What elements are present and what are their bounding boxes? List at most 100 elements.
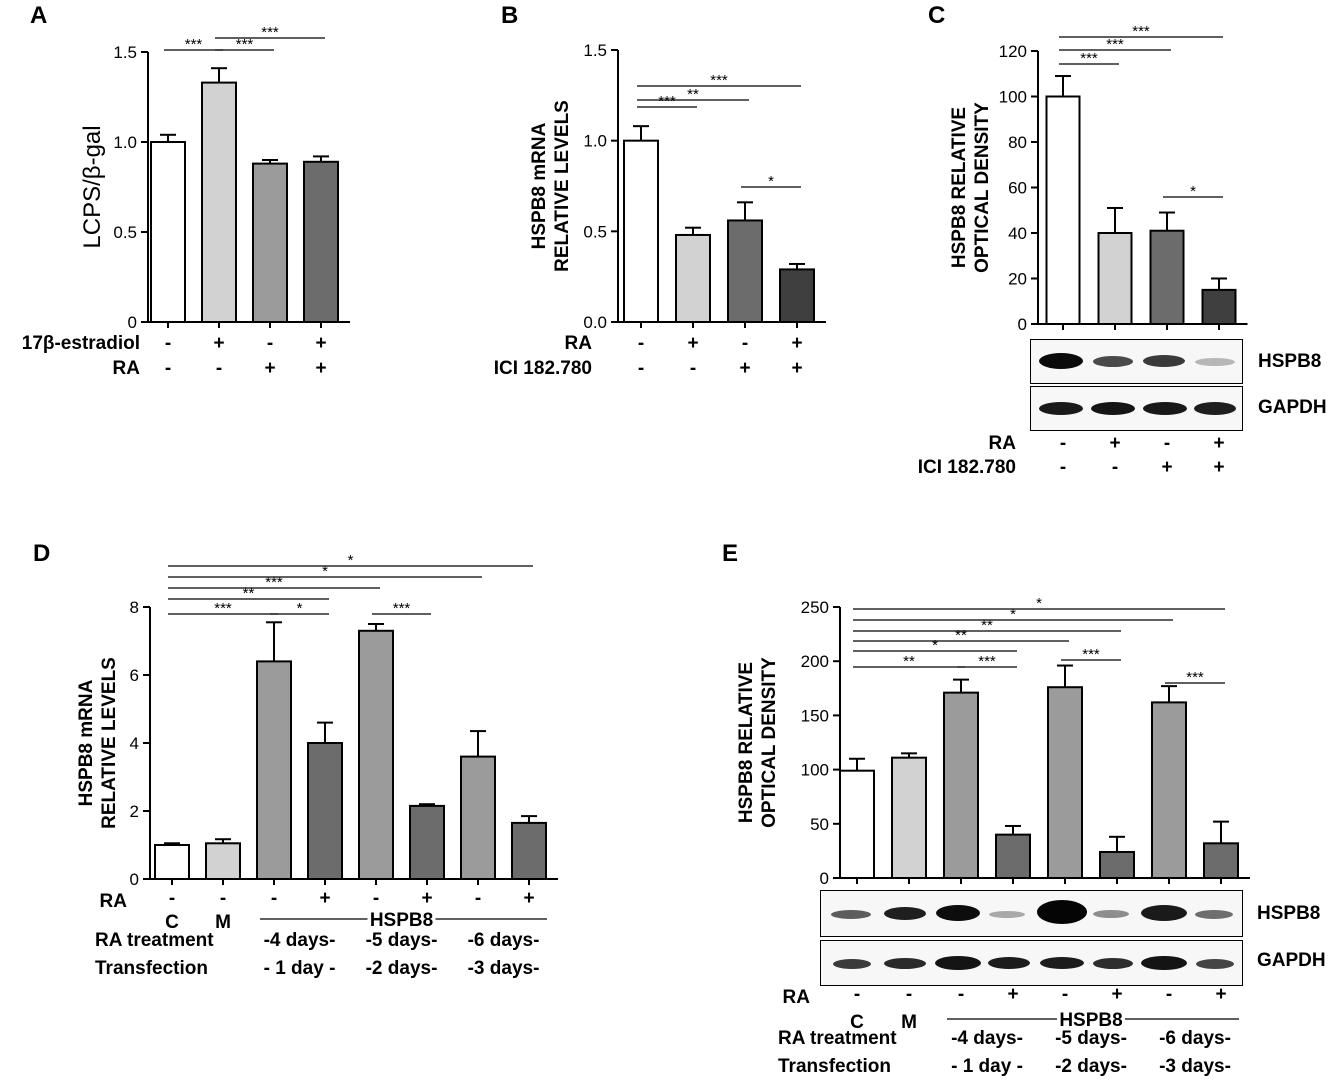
transfection-value: -3 days- bbox=[1159, 1056, 1231, 1077]
bar bbox=[1099, 850, 1135, 880]
bar bbox=[995, 833, 1031, 880]
y-tick-label: 2 bbox=[130, 802, 139, 821]
row-symbol: - bbox=[1112, 457, 1118, 478]
significance-label: *** bbox=[236, 36, 254, 53]
blot-band bbox=[884, 958, 926, 969]
row-symbol: - bbox=[1062, 984, 1068, 1005]
y-axis-label: OPTICAL DENSITY bbox=[759, 657, 780, 828]
row-symbol: + bbox=[791, 358, 802, 379]
y-tick-label: 0 bbox=[128, 313, 137, 332]
y-tick-label: 150 bbox=[801, 706, 829, 725]
blot-band bbox=[989, 911, 1025, 918]
bar bbox=[358, 629, 394, 880]
significance-label: *** bbox=[978, 653, 996, 670]
row-symbol: - bbox=[220, 888, 226, 909]
row-label: ICI 182.780 bbox=[494, 358, 592, 379]
y-tick-label: 0.5 bbox=[113, 223, 137, 242]
y-tick-label: 1.5 bbox=[583, 41, 607, 60]
y-axis-label: RELATIVE LEVELS bbox=[99, 657, 120, 829]
hspb8-group-label: HSPB8 bbox=[1059, 1010, 1122, 1031]
blot-band bbox=[831, 910, 871, 919]
bar bbox=[891, 756, 927, 880]
bar bbox=[205, 842, 241, 880]
row-symbol: - bbox=[169, 888, 175, 909]
row-label: ICI 182.780 bbox=[918, 457, 1016, 478]
y-tick-label: 6 bbox=[130, 666, 139, 685]
bar bbox=[1045, 95, 1081, 325]
panel-letter-e: E bbox=[722, 540, 739, 567]
treatment-value: -5 days- bbox=[1055, 1028, 1127, 1049]
treatment-value: -4 days- bbox=[951, 1028, 1023, 1049]
y-tick-label: 80 bbox=[1008, 133, 1027, 152]
y-tick-label: 0.5 bbox=[583, 222, 607, 241]
group-label: C bbox=[850, 1012, 864, 1033]
transfection-value: - 1 day - bbox=[264, 958, 336, 979]
row-symbol: - bbox=[475, 888, 481, 909]
y-tick-label: 40 bbox=[1008, 224, 1027, 243]
row-label: RA bbox=[565, 333, 593, 354]
row-symbol: - bbox=[1166, 984, 1172, 1005]
bar bbox=[1203, 842, 1239, 880]
row-symbol: + bbox=[1213, 457, 1224, 478]
row-symbol: - bbox=[906, 984, 912, 1005]
significance-label: ** bbox=[903, 653, 915, 670]
significance-label: *** bbox=[1186, 669, 1204, 686]
row-symbol: - bbox=[742, 333, 748, 354]
significance-label: ** bbox=[981, 617, 993, 634]
transfection-label: Transfection bbox=[778, 1056, 891, 1077]
treatment-value: -4 days- bbox=[264, 930, 336, 951]
blot-band bbox=[833, 959, 871, 969]
bar bbox=[150, 141, 186, 323]
row-symbol: - bbox=[638, 333, 644, 354]
y-tick-label: 100 bbox=[801, 761, 829, 780]
blot-band bbox=[936, 905, 980, 921]
blot-band bbox=[1141, 905, 1187, 921]
y-tick-label: 1.5 bbox=[113, 43, 137, 62]
western-blot-e-hspb8 bbox=[820, 890, 1243, 937]
row-label: RA bbox=[989, 433, 1017, 454]
transfection-value: -2 days- bbox=[1055, 1056, 1127, 1077]
bar bbox=[303, 160, 339, 323]
blot-band bbox=[1143, 402, 1187, 415]
bar bbox=[201, 81, 237, 323]
blot-band bbox=[1040, 957, 1084, 969]
bar bbox=[623, 139, 659, 323]
y-tick-label: 4 bbox=[130, 734, 139, 753]
treatment-value: -6 days- bbox=[468, 930, 540, 951]
row-label: RA bbox=[100, 891, 128, 912]
bar bbox=[943, 691, 979, 879]
row-symbol: - bbox=[638, 358, 644, 379]
y-tick-label: 100 bbox=[999, 88, 1027, 107]
significance-label: * bbox=[1190, 183, 1196, 200]
row-symbol: - bbox=[1060, 433, 1066, 454]
western-blot-e-gapdh bbox=[820, 940, 1243, 986]
row-label: 17β-estradiol bbox=[22, 333, 140, 354]
row-symbol: + bbox=[421, 888, 432, 909]
significance-label: *** bbox=[185, 36, 203, 53]
transfection-label: Transfection bbox=[95, 958, 208, 979]
row-symbol: + bbox=[687, 333, 698, 354]
y-tick-label: 200 bbox=[801, 652, 829, 671]
treatment-label: RA treatment bbox=[778, 1028, 897, 1049]
bar bbox=[1151, 701, 1187, 880]
western-blot-c-hspb8 bbox=[1030, 339, 1243, 384]
row-symbol: + bbox=[523, 888, 534, 909]
y-tick-label: 0 bbox=[1018, 315, 1027, 334]
y-tick-label: 0.0 bbox=[583, 313, 607, 332]
blot-label-hspb8-c: HSPB8 bbox=[1258, 351, 1322, 372]
significance-label: ** bbox=[687, 86, 699, 103]
row-symbol: + bbox=[264, 358, 275, 379]
row-symbol: - bbox=[1164, 433, 1170, 454]
row-symbol: + bbox=[1161, 457, 1172, 478]
panel-letter-b: B bbox=[501, 2, 519, 29]
treatment-value: -6 days- bbox=[1159, 1028, 1231, 1049]
bar bbox=[154, 844, 190, 880]
y-tick-label: 1.0 bbox=[583, 132, 607, 151]
y-axis-label: HSPB8 mRNA bbox=[529, 122, 550, 249]
blot-band bbox=[1093, 958, 1133, 969]
y-axis-label: RELATIVE LEVELS bbox=[552, 100, 573, 272]
transfection-value: -2 days- bbox=[366, 958, 438, 979]
row-label: RA bbox=[783, 987, 811, 1008]
